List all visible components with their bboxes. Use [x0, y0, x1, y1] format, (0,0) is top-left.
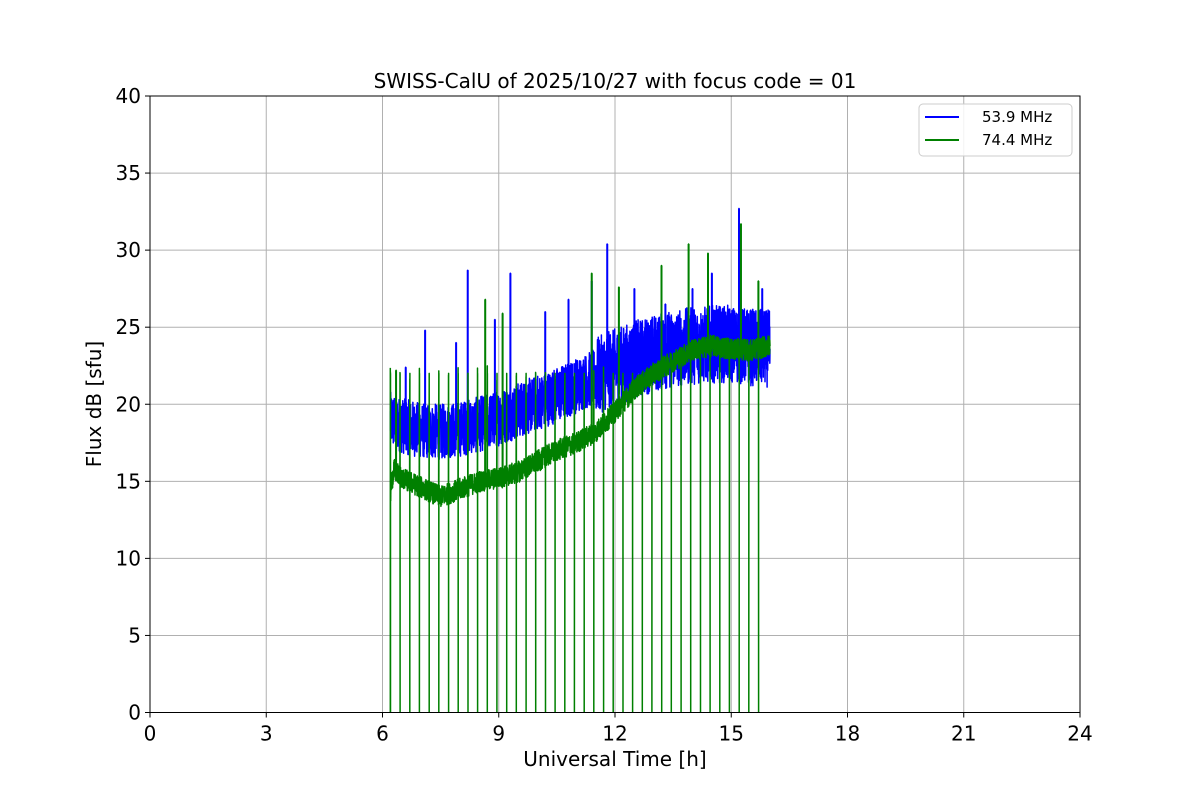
- x-tick-label: 3: [260, 722, 273, 746]
- series-line-53-9-mhz: [389, 207, 771, 461]
- x-tick-label: 24: [1067, 722, 1092, 746]
- legend-label-53-9-mhz: 53.9 MHz: [982, 108, 1052, 126]
- series-line-74-4-mhz: [389, 223, 771, 713]
- legend: 53.9 MHz 74.4 MHz: [918, 103, 1073, 157]
- y-tick-label: 25: [116, 315, 141, 339]
- x-tick-label: 15: [719, 722, 744, 746]
- x-tick-label: 0: [144, 722, 157, 746]
- y-tick-label: 0: [128, 701, 141, 725]
- x-tick-label: 12: [602, 722, 627, 746]
- y-tick-label: 10: [116, 546, 141, 570]
- x-tick-label: 18: [835, 722, 860, 746]
- x-tick-label: 6: [376, 722, 389, 746]
- y-tick-label: 20: [116, 392, 141, 416]
- y-tick-label: 35: [116, 161, 141, 185]
- y-tick-label: 15: [116, 469, 141, 493]
- ticks: 0 3 6 9 12 15 18 21 24 0 5 10 15 20 25 30 35 40: [116, 84, 1093, 746]
- x-axis-label: Universal Time [h]: [523, 747, 706, 771]
- series-layer: [389, 207, 771, 713]
- legend-label-74-4-mhz: 74.4 MHz: [982, 131, 1052, 149]
- y-axis-label: Flux dB [sfu]: [82, 341, 106, 467]
- x-tick-label: 21: [951, 722, 976, 746]
- x-tick-label: 9: [492, 722, 505, 746]
- y-tick-label: 5: [128, 623, 141, 647]
- y-tick-label: 40: [116, 84, 141, 108]
- chart-title: SWISS-CalU of 2025/10/27 with focus code…: [374, 69, 857, 93]
- y-tick-label: 30: [116, 238, 141, 262]
